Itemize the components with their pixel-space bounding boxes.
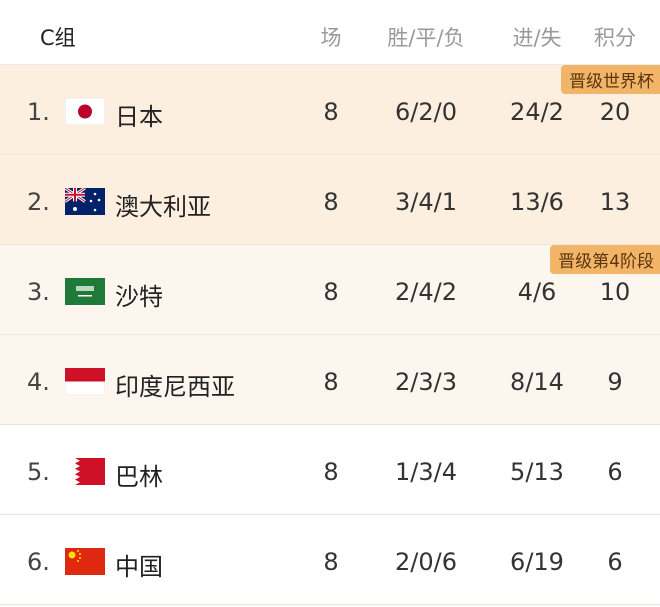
table-row[interactable]: 晋级世界杯 1. 日本 8 6/2/0 24/2 20 (0, 65, 660, 155)
saudi-arabia-flag-icon (65, 278, 105, 305)
played: 8 (323, 278, 339, 306)
table-row[interactable]: 5. 巴林 8 1/3/4 5/13 6 (0, 425, 660, 515)
table-row[interactable]: 晋级第4阶段 3. 沙特 8 2/4/2 4/6 10 (0, 245, 660, 335)
rank: 6. (27, 548, 50, 576)
table-row[interactable]: 2. 澳大利亚 8 3/4/1 13/6 13 (0, 155, 660, 245)
goals: 24/2 (510, 98, 564, 126)
goals: 13/6 (510, 188, 564, 216)
japan-flag-icon (65, 98, 105, 125)
points: 13 (599, 188, 631, 216)
wdl: 3/4/1 (395, 188, 457, 216)
team-name[interactable]: 沙特 (115, 283, 163, 311)
table-row[interactable]: 4. 印度尼西亚 8 2/3/3 8/14 9 (0, 335, 660, 425)
played: 8 (323, 458, 339, 486)
table-header: C组 场 胜/平/负 进/失 积分 (0, 0, 660, 65)
team-name[interactable]: 印度尼西亚 (115, 373, 235, 401)
rank: 4. (27, 368, 50, 396)
rank: 3. (27, 278, 50, 306)
played: 8 (323, 548, 339, 576)
qualify-badge: 晋级世界杯 (561, 65, 660, 94)
australia-flag-icon (65, 188, 105, 215)
group-label: C组 (40, 26, 76, 50)
team-name[interactable]: 日本 (115, 103, 163, 131)
points: 6 (607, 458, 623, 486)
points: 6 (607, 548, 623, 576)
rank: 5. (27, 458, 50, 486)
goals-header: 进/失 (512, 26, 562, 50)
bahrain-flag-icon (65, 458, 105, 485)
indonesia-flag-icon (65, 368, 105, 395)
points: 10 (599, 278, 631, 306)
rank: 1. (27, 98, 50, 126)
wdl-header: 胜/平/负 (387, 26, 465, 50)
points-header: 积分 (594, 26, 636, 50)
wdl: 2/4/2 (395, 278, 457, 306)
wdl: 1/3/4 (395, 458, 457, 486)
goals: 5/13 (510, 458, 564, 486)
rank: 2. (27, 188, 50, 216)
team-name[interactable]: 巴林 (115, 463, 163, 491)
played: 8 (323, 188, 339, 216)
points: 20 (599, 98, 631, 126)
china-flag-icon (65, 548, 105, 575)
goals: 6/19 (510, 548, 564, 576)
wdl: 6/2/0 (395, 98, 457, 126)
goals: 8/14 (510, 368, 564, 396)
table-row[interactable]: 6. 中国 8 2/0/6 6/19 6 (0, 515, 660, 605)
goals: 4/6 (517, 278, 557, 306)
played-header: 场 (320, 26, 342, 50)
played: 8 (323, 98, 339, 126)
qualify-badge: 晋级第4阶段 (550, 245, 660, 274)
wdl: 2/3/3 (395, 368, 457, 396)
points: 9 (607, 368, 623, 396)
played: 8 (323, 368, 339, 396)
team-name[interactable]: 澳大利亚 (115, 193, 211, 221)
wdl: 2/0/6 (395, 548, 457, 576)
team-name[interactable]: 中国 (115, 553, 163, 581)
